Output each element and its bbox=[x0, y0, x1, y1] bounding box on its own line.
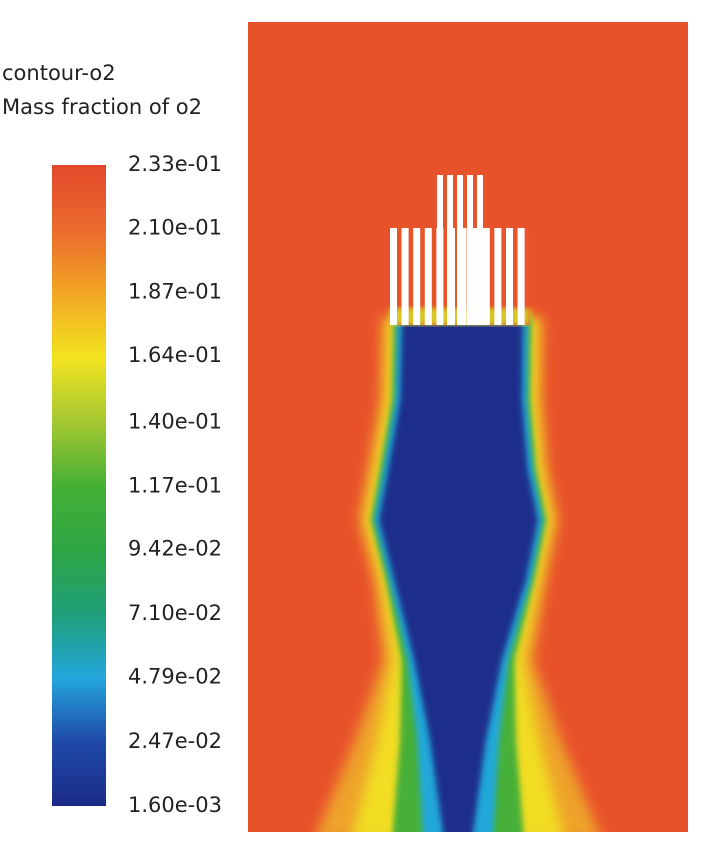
nozzle-bar bbox=[494, 228, 502, 325]
nozzle bbox=[390, 175, 530, 325]
colorbar-tick-label: 1.40e-01 bbox=[128, 410, 222, 434]
nozzle-bar bbox=[459, 228, 467, 325]
nozzle-bar bbox=[424, 228, 432, 325]
nozzle-bar bbox=[517, 228, 525, 325]
nozzle-bar bbox=[467, 175, 473, 325]
nozzle-bar bbox=[390, 228, 397, 325]
colorbar-tick-label: 2.47e-02 bbox=[128, 729, 222, 753]
nozzle-bar bbox=[413, 228, 421, 325]
nozzle-bar bbox=[401, 228, 409, 325]
nozzle-bar bbox=[471, 228, 479, 325]
colorbar-tick-label: 2.33e-01 bbox=[128, 152, 222, 176]
colorbar-tick-label: 9.42e-02 bbox=[128, 536, 222, 560]
colorbar-tick-label: 7.10e-02 bbox=[128, 601, 222, 625]
colorbar-tick-label: 1.60e-03 bbox=[128, 793, 222, 817]
plume-layer bbox=[379, 318, 538, 832]
jet-plume bbox=[317, 318, 599, 832]
colorbar-tick-label: 1.64e-01 bbox=[128, 343, 222, 367]
colorbar-tick-label: 4.79e-02 bbox=[128, 665, 222, 689]
colorbar-tick-label: 1.87e-01 bbox=[128, 279, 222, 303]
subtitle: Mass fraction of o2 bbox=[2, 95, 202, 119]
nozzle-bar bbox=[477, 175, 483, 325]
nozzle-bar bbox=[447, 175, 453, 325]
title: contour-o2 bbox=[2, 61, 116, 85]
nozzle-bar bbox=[457, 175, 463, 325]
colorbar-tick-label: 2.10e-01 bbox=[128, 216, 222, 240]
nozzle-bar bbox=[437, 175, 443, 325]
nozzle-bar bbox=[506, 228, 513, 325]
nozzle-bar bbox=[482, 228, 490, 325]
colorbar-tick-label: 1.17e-01 bbox=[128, 473, 222, 497]
colorbar bbox=[52, 165, 106, 806]
